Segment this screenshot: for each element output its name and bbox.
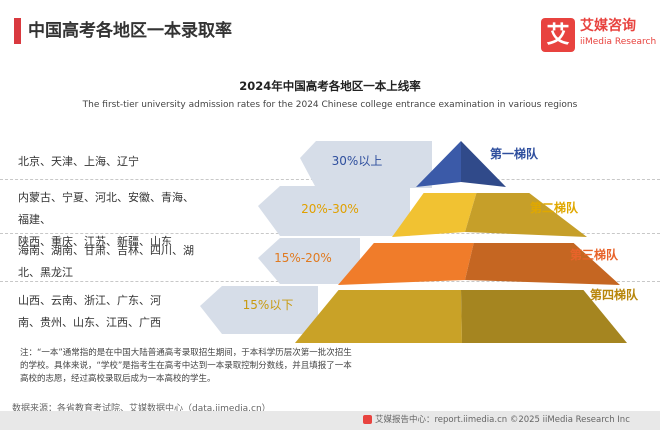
tier-3-regions: 海南、湖南、甘肃、吉林、四川、湖 北、黑龙江 (18, 240, 198, 284)
brand-logo-icon: 艾 (541, 18, 575, 52)
chart-subtitle: The first-tier university admission rate… (82, 100, 578, 110)
footer-logo-icon (363, 415, 372, 424)
tier-1-right-face (461, 141, 506, 187)
tier-1-left-face (416, 141, 461, 187)
footer-text: 艾媒报告中心：report.iimedia.cn ©2025 iiMedia R… (375, 415, 630, 425)
region-line: 内蒙古、宁夏、河北、安徽、青海、福建、 (18, 191, 194, 226)
brand-name-cn: 艾媒咨询 (580, 18, 636, 34)
page-title: 中国高考各地区一本录取率 (28, 21, 232, 41)
tier-2-label: 第二梯队 (530, 200, 579, 215)
tier-1-rate: 30%以上 (332, 154, 383, 168)
tier-1-regions: 北京、天津、上海、辽宁 (18, 151, 198, 173)
tier-4-regions: 山西、云南、浙江、广东、河 南、贵州、山东、江西、广西 (18, 290, 198, 334)
tier-1-banner (300, 141, 432, 188)
region-line: 北京、天津、上海、辽宁 (18, 155, 139, 168)
tier-3-label: 第三梯队 (570, 247, 619, 262)
footnote: 注：“一本”通常指的是在中国大陆普通高考录取招生期间，于本科学历层次第一批次招生… (20, 348, 352, 384)
brand-name-en: iiMedia Research (580, 37, 657, 47)
tier-2-regions: 内蒙古、宁夏、河北、安徽、青海、福建、 陕西、重庆、江苏、新疆、山东 (18, 187, 198, 253)
tier-4-right-face (461, 290, 627, 343)
tier-1-label: 第一梯队 (490, 146, 539, 161)
tier-3-right-face (465, 243, 620, 285)
tier-2-rate: 20%-30% (301, 202, 359, 216)
tier-3-left-face (338, 243, 474, 285)
data-source: 数据来源：各省教育考试院、艾媒数据中心（data.iimedia.cn） (12, 404, 271, 414)
tier-2-banner (258, 186, 410, 236)
tier-3-rate: 15%-20% (274, 251, 332, 265)
tier-2-right-face (465, 193, 587, 237)
title-accent-bar (14, 18, 21, 44)
footer-bar (0, 411, 660, 430)
region-line: 南、贵州、山东、江西、广西 (18, 316, 161, 329)
region-line: 海南、湖南、甘肃、吉林、四川、湖 (18, 244, 194, 257)
tier-2-left-face (392, 193, 477, 237)
tier-4-label: 第四梯队 (590, 287, 639, 302)
tier-4-rate: 15%以下 (243, 298, 294, 312)
tier-3-banner (258, 238, 360, 284)
region-line: 北、黑龙江 (18, 266, 73, 279)
tier-4-banner (200, 286, 318, 334)
region-line: 山西、云南、浙江、广东、河 (18, 294, 161, 307)
tier-4-left-face (295, 290, 462, 343)
region-line: 陕西、重庆、江苏、新疆、山东 (18, 235, 172, 248)
chart-title: 2024年中国高考各地区一本上线率 (239, 79, 421, 93)
